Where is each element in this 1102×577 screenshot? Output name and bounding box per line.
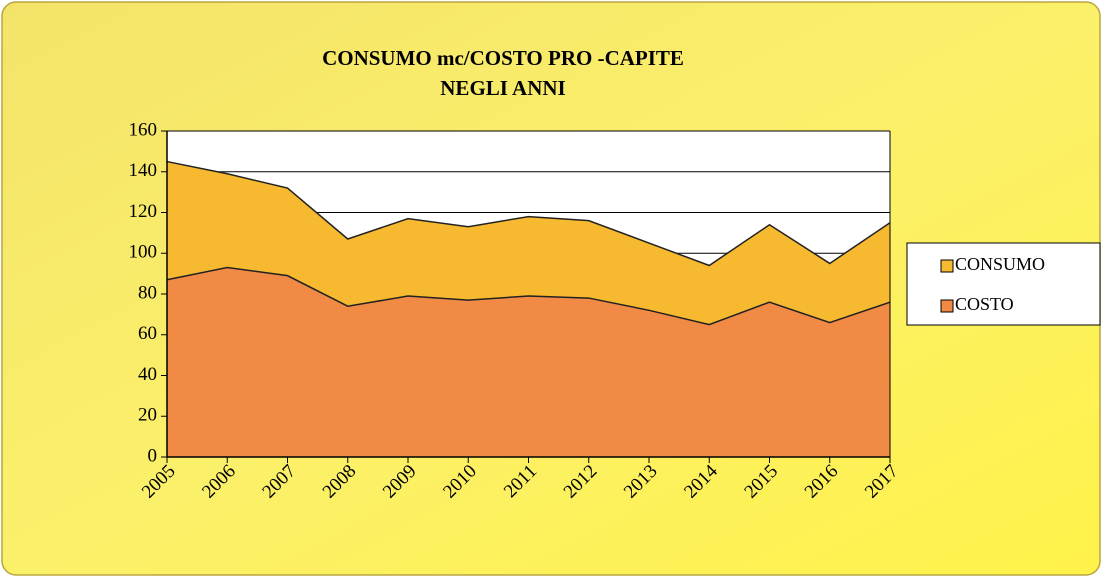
y-tick-label: 100 — [129, 242, 158, 263]
legend-box — [906, 242, 1101, 326]
y-tick-label: 160 — [129, 119, 158, 140]
legend-swatch — [940, 259, 954, 273]
y-tick-label: 20 — [138, 405, 157, 426]
y-tick-label: 140 — [129, 160, 158, 181]
y-tick-label: 60 — [138, 323, 157, 344]
chart-title: NEGLI ANNI — [440, 76, 565, 100]
legend-label: COSTO — [955, 294, 1014, 314]
y-tick-label: 120 — [129, 201, 158, 222]
chart-title: CONSUMO mc/COSTO PRO -CAPITE — [322, 46, 684, 70]
area-line — [166, 160, 891, 267]
area-line — [166, 266, 891, 326]
y-tick-label: 40 — [138, 364, 157, 385]
y-tick-label: 80 — [138, 282, 157, 303]
legend-swatch — [940, 299, 954, 313]
y-tick-label: 0 — [148, 445, 158, 466]
legend-label: CONSUMO — [955, 254, 1045, 274]
area — [167, 267, 890, 457]
